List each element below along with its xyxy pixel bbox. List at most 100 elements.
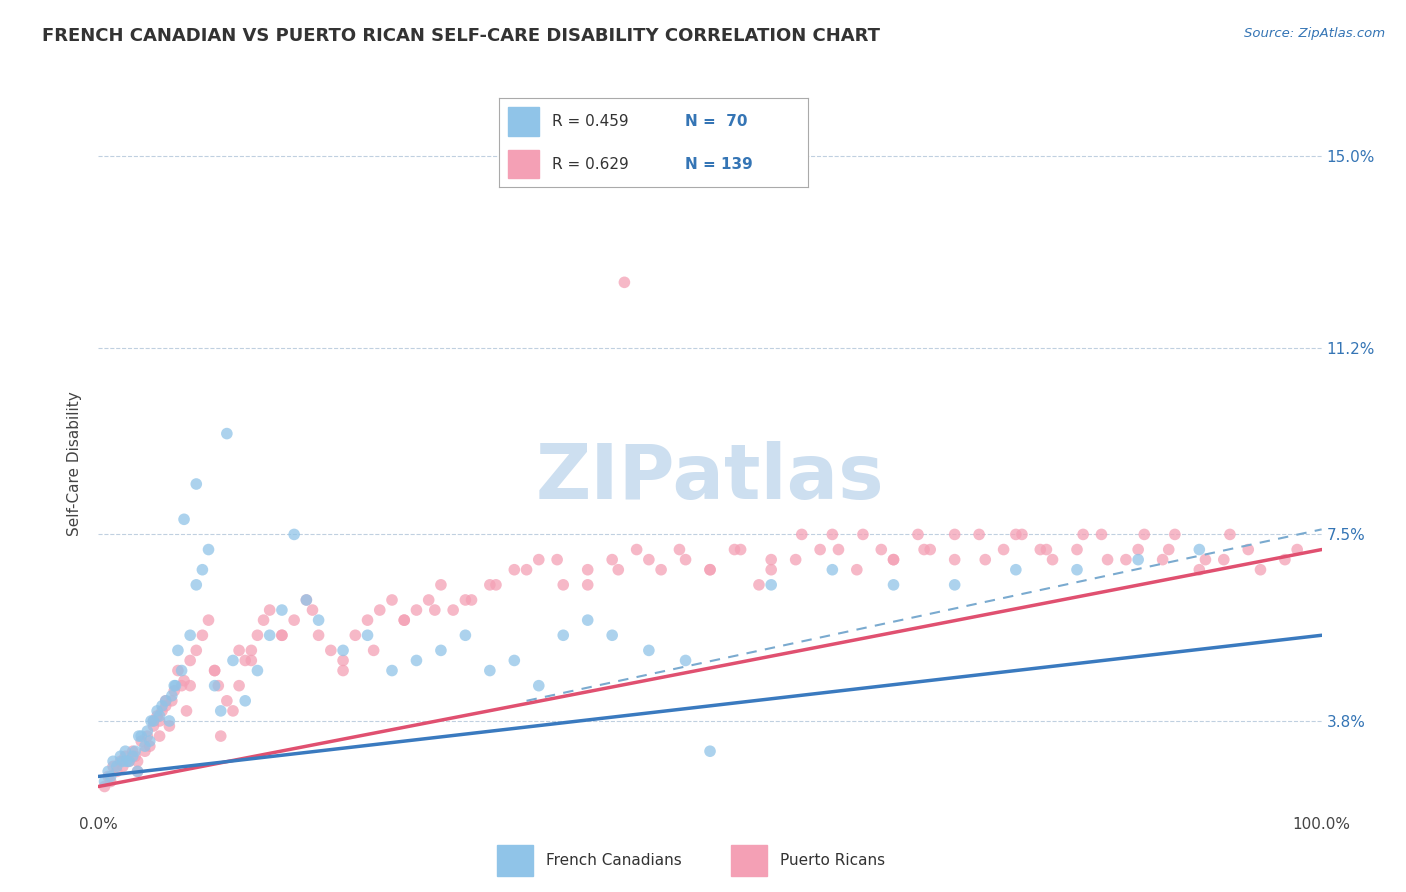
Point [295,593,318,607]
Point [149,714,172,728]
Point [1133,527,1156,541]
Point [136,729,159,743]
Point [149,729,172,743]
Point [167,664,190,678]
Point [332,643,354,657]
Point [405,603,427,617]
Point [1004,563,1026,577]
Point [1090,527,1112,541]
Text: French Canadians: French Canadians [546,854,682,868]
Point [827,542,849,557]
Point [160,694,183,708]
Point [142,714,165,728]
Point [699,563,721,577]
Point [134,739,156,754]
Point [222,653,245,667]
Point [163,679,186,693]
Point [527,679,550,693]
Text: ZIPatlas: ZIPatlas [536,441,884,515]
Point [114,744,136,758]
Point [149,709,172,723]
Point [1219,527,1241,541]
Point [576,563,599,577]
Point [142,719,165,733]
Point [668,542,690,557]
Point [118,754,141,768]
Point [1097,552,1119,566]
Text: N = 139: N = 139 [685,157,752,171]
Point [259,628,281,642]
Point [101,759,124,773]
Point [121,749,143,764]
Point [186,477,208,491]
Point [699,563,721,577]
Point [460,593,482,607]
Point [368,603,391,617]
Point [503,653,526,667]
Point [308,628,330,642]
Text: R = 0.629: R = 0.629 [551,157,628,171]
Point [1188,542,1211,557]
Point [204,664,226,678]
Point [100,769,122,783]
Point [111,754,134,768]
Point [228,643,250,657]
Point [1274,552,1296,566]
Point [139,714,162,728]
Point [405,653,427,667]
Point [381,593,404,607]
Point [295,593,318,607]
Point [845,563,868,577]
Point [516,563,538,577]
Point [93,780,115,794]
Point [748,578,770,592]
Point [157,719,180,733]
Point [170,679,193,693]
Point [157,714,180,728]
Bar [509,150,540,178]
Point [852,527,875,541]
Point [883,552,905,566]
Point [186,643,208,657]
Point [134,744,156,758]
Point [920,542,942,557]
Bar [731,846,766,876]
Point [173,512,195,526]
Point [1194,552,1216,566]
Point [430,643,453,657]
Point [1164,527,1187,541]
Point [381,664,404,678]
Point [110,749,132,764]
Point [207,679,229,693]
Point [197,542,219,557]
Point [553,628,575,642]
Text: Source: ZipAtlas.com: Source: ZipAtlas.com [1244,27,1385,40]
Point [127,764,149,779]
Point [332,653,354,667]
Point [252,613,274,627]
Point [1286,542,1309,557]
Point [129,729,152,743]
Point [105,764,128,779]
Point [110,754,132,768]
Point [176,704,198,718]
Point [430,578,453,592]
Point [127,754,149,768]
Point [883,552,905,566]
Y-axis label: Self-Care Disability: Self-Care Disability [67,392,83,536]
Point [1250,563,1272,577]
Point [1071,527,1094,541]
Point [870,542,893,557]
Point [105,759,128,773]
Point [240,643,263,657]
Point [503,563,526,577]
Point [118,754,141,768]
Point [228,679,250,693]
Point [1004,527,1026,541]
Point [883,578,905,592]
Point [1011,527,1033,541]
Text: FRENCH CANADIAN VS PUERTO RICAN SELF-CARE DISABILITY CORRELATION CHART: FRENCH CANADIAN VS PUERTO RICAN SELF-CAR… [42,27,880,45]
Point [638,552,661,566]
Point [600,628,623,642]
Point [1128,552,1150,566]
